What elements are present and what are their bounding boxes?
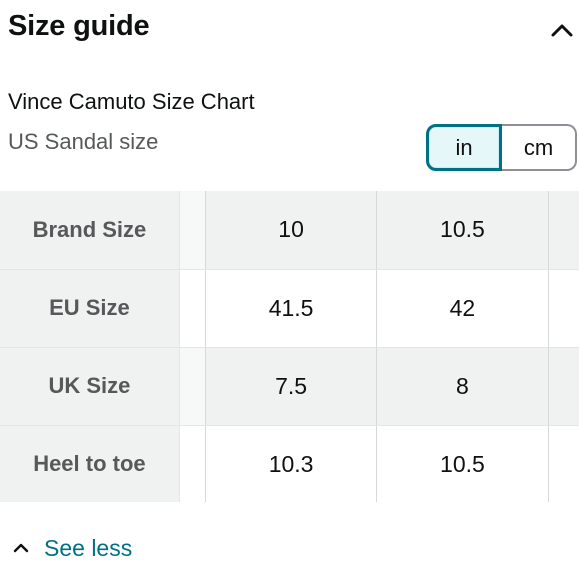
- row-header: Brand Size: [0, 191, 180, 270]
- table-row: EU Size 41.5 42: [0, 269, 579, 348]
- chevron-up-icon: [551, 24, 573, 37]
- table-cell: 10.5: [376, 425, 549, 502]
- table-cell: [548, 191, 579, 270]
- table-row: UK Size 7.5 8: [0, 347, 579, 426]
- see-less-link[interactable]: See less: [10, 533, 132, 563]
- table-cell: 8: [376, 347, 549, 426]
- row-header: Heel to toe: [0, 425, 180, 502]
- table-cell: 7.5: [205, 347, 378, 426]
- table-cell: [548, 269, 579, 348]
- page-title: Size guide: [8, 10, 150, 42]
- size-chart-name: Vince Camuto Size Chart: [8, 89, 255, 114]
- size-chart-subtitle: US Sandal size: [8, 129, 159, 154]
- row-header: EU Size: [0, 269, 180, 348]
- chevron-up-icon: [13, 543, 29, 553]
- table-cell: [548, 347, 579, 426]
- unit-cm-button[interactable]: cm: [502, 124, 577, 171]
- table-row: Brand Size 10 10.5: [0, 191, 579, 270]
- table-cell: 41.5: [205, 269, 378, 348]
- size-guide-header: Size guide: [0, 0, 579, 60]
- table-cell: 42: [376, 269, 549, 348]
- size-table: Brand Size 10 10.5 EU Size 41.5 42 UK Si…: [0, 191, 579, 502]
- see-less-label: See less: [44, 534, 133, 561]
- unit-in-button[interactable]: in: [426, 124, 502, 171]
- row-header: UK Size: [0, 347, 180, 426]
- table-cell: 10: [205, 191, 378, 270]
- unit-toggle: in cm: [426, 124, 577, 171]
- table-cell: 10.5: [376, 191, 549, 270]
- table-row: Heel to toe 10.3 10.5: [0, 425, 579, 502]
- collapse-button[interactable]: [548, 16, 576, 44]
- table-cell: [548, 425, 579, 502]
- table-cell: 10.3: [205, 425, 378, 502]
